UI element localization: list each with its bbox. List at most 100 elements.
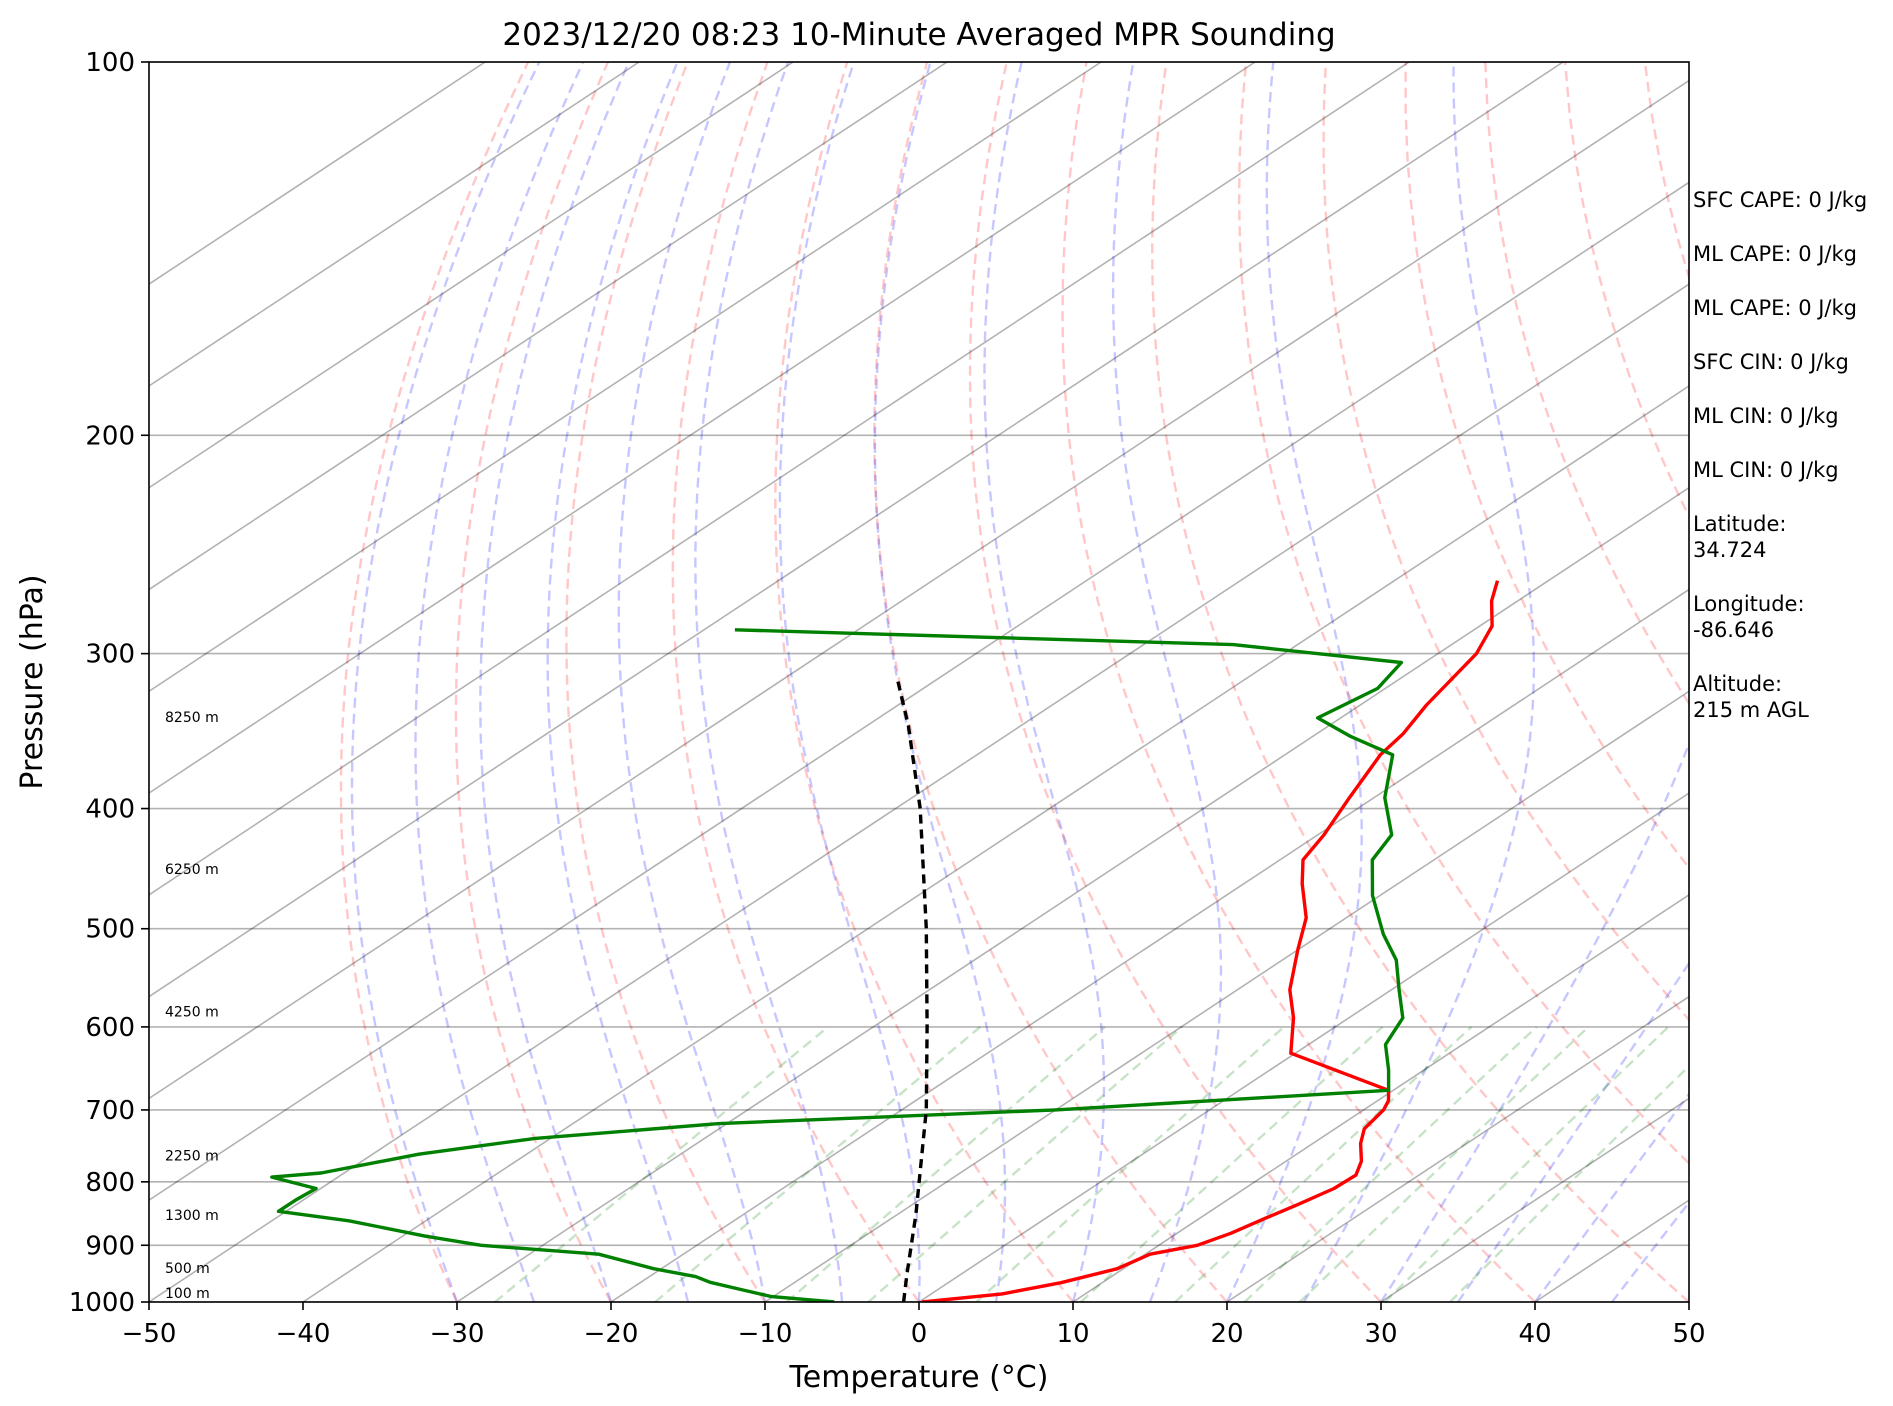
moist-adiabat-line — [479, 62, 630, 1302]
x-tick-label: 0 — [911, 1319, 928, 1349]
dry-adiabat-line — [873, 62, 1228, 1302]
moist-adiabat-line — [778, 62, 921, 1302]
latitude-text: Latitude: 34.724 — [1693, 512, 1787, 562]
y-tick-label: 600 — [85, 1013, 135, 1043]
height-labels: 100 m 500 m 1300 m 2250 m 4250 m 6250 m 8250 m — [165, 710, 219, 1302]
isotherm-line — [149, 62, 640, 387]
mixing-ratio-line — [1449, 1064, 1689, 1302]
mixing-ratio-lines — [494, 1025, 1689, 1302]
mixing-ratio-line — [1174, 1026, 1473, 1302]
dry-adiabat-line — [1237, 62, 1689, 1166]
y-tick-label: 400 — [85, 795, 135, 825]
height-label: 6250 m — [165, 862, 219, 878]
longitude-text: Longitude: -86.646 — [1693, 592, 1805, 642]
mixing-ratio-line — [1384, 1026, 1670, 1302]
x-tick-label: 10 — [1056, 1319, 1089, 1349]
y-tick-label: 1000 — [69, 1288, 135, 1318]
isotherm-line — [149, 79, 1689, 1100]
altitude-text: Altitude: 215 m AGL — [1693, 672, 1809, 722]
x-axis-ticks: −50 −40 −30 −20 −10 0 10 20 30 40 50 — [122, 1302, 1706, 1349]
isotherm-line — [149, 62, 1102, 693]
sounding-series — [270, 580, 1500, 1302]
isotherm-line — [149, 181, 1689, 1202]
sounding-stats-panel: SFC CAPE: 0 J/kg ML CAPE: 0 J/kg ML CAPE… — [1693, 187, 1888, 751]
dry-adiabat-line — [1322, 62, 1689, 1022]
x-tick-label: −40 — [276, 1319, 331, 1349]
x-tick-label: 50 — [1672, 1319, 1705, 1349]
x-tick-label: 20 — [1210, 1319, 1243, 1349]
x-tick-label: 30 — [1364, 1319, 1397, 1349]
height-label: 100 m — [165, 1286, 210, 1302]
dry-adiabat-line — [1404, 62, 1689, 870]
moist-adiabat-line — [546, 62, 690, 1302]
moist-adiabats — [350, 62, 1689, 1302]
mixing-ratio-line — [1298, 1026, 1590, 1302]
isotherms — [149, 62, 1689, 1302]
isotherm-line — [1226, 995, 1689, 1302]
isotherm-line — [610, 588, 1689, 1302]
y-axis-ticks: 100 200 300 400 500 600 700 800 900 1000 — [69, 48, 149, 1318]
dry-adiabats — [339, 62, 1689, 1302]
dewpoint-line — [270, 628, 1405, 1302]
x-tick-label: −10 — [738, 1319, 793, 1349]
plot-area — [149, 62, 1689, 1302]
x-tick-label: −50 — [122, 1319, 177, 1349]
dry-adiabat-line — [565, 62, 767, 1302]
mixing-ratio-line — [867, 1025, 1183, 1302]
chart-title: 2023/12/20 08:23 10-Minute Averaged MPR … — [502, 17, 1335, 53]
dry-adiabat-line — [1150, 62, 1689, 1302]
mixing-ratio-line — [975, 1025, 1285, 1302]
sfc-cape-text: SFC CAPE: 0 J/kg — [1693, 188, 1868, 212]
moist-adiabat-line — [1225, 62, 1363, 1302]
x-axis-label: Temperature (°C) — [789, 1360, 1049, 1395]
height-label: 8250 m — [165, 710, 219, 726]
isotherm-line — [764, 690, 1689, 1302]
y-tick-label: 200 — [85, 421, 135, 451]
moist-adiabat-line — [1379, 740, 1689, 1302]
y-tick-label: 500 — [85, 915, 135, 945]
mixing-ratio-line — [1243, 1026, 1538, 1302]
isotherm-line — [149, 62, 794, 489]
dry-adiabat-line — [968, 62, 1382, 1302]
y-tick-label: 800 — [85, 1168, 135, 1198]
height-label: 4250 m — [165, 1005, 219, 1021]
isotherm-line — [149, 62, 1564, 998]
ml-cape-text-2: ML CAPE: 0 J/kg — [1693, 296, 1858, 320]
isotherm-line — [1072, 893, 1689, 1302]
y-tick-label: 300 — [85, 640, 135, 670]
sfc-cin-text: SFC CIN: 0 J/kg — [1693, 350, 1849, 374]
isotherm-line — [149, 62, 1410, 896]
moist-adiabat-line — [873, 62, 1007, 1302]
isotherm-line — [302, 384, 1689, 1302]
y-tick-label: 900 — [85, 1231, 135, 1261]
x-tick-label: 40 — [1518, 1319, 1551, 1349]
moist-adiabat-line — [1302, 62, 1536, 1302]
parcel-line — [895, 676, 929, 1302]
mixing-ratio-line — [1080, 1026, 1384, 1302]
mixing-ratio-line — [494, 1025, 829, 1302]
dry-adiabat-line — [1061, 62, 1536, 1302]
temperature-line — [921, 580, 1500, 1302]
ml-cin-text-2: ML CIN: 0 J/kg — [1693, 458, 1839, 482]
isotherm-line — [918, 792, 1689, 1302]
moist-adiabat-line — [350, 62, 541, 1302]
mixing-ratio-line — [654, 1025, 981, 1302]
moist-adiabat-line — [617, 62, 767, 1302]
moist-adiabat-line — [414, 62, 585, 1302]
dry-adiabat-line — [774, 62, 1074, 1302]
dry-adiabat-line — [671, 62, 920, 1302]
moist-adiabat-line — [1456, 961, 1689, 1302]
height-label: 1300 m — [165, 1208, 219, 1224]
moist-adiabat-line — [1111, 62, 1223, 1302]
y-tick-label: 700 — [85, 1096, 135, 1126]
isotherm-line — [149, 62, 486, 286]
y-tick-label: 100 — [85, 48, 135, 78]
dry-adiabat-line — [454, 62, 613, 1302]
ml-cape-text: ML CAPE: 0 J/kg — [1693, 242, 1858, 266]
height-label: 2250 m — [165, 1149, 219, 1165]
x-tick-label: −20 — [584, 1319, 639, 1349]
isotherm-line — [149, 62, 948, 591]
height-label: 500 m — [165, 1261, 210, 1277]
moist-adiabat-line — [694, 62, 844, 1302]
